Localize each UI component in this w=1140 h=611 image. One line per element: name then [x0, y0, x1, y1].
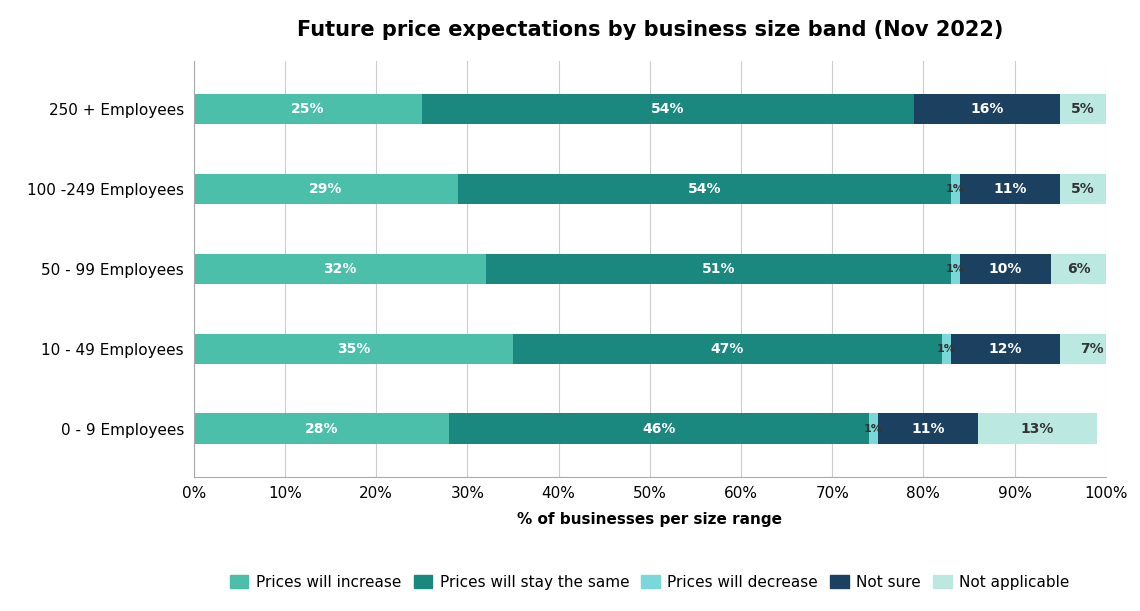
Text: 51%: 51% — [701, 262, 735, 276]
Bar — [1051, 254, 1106, 284]
Title: Future price expectations by business size band (Nov 2022): Future price expectations by business si… — [296, 20, 1003, 40]
Text: 12%: 12% — [988, 342, 1023, 356]
Text: 6%: 6% — [1067, 262, 1090, 276]
Bar — [194, 254, 486, 284]
Text: 5%: 5% — [1072, 182, 1094, 196]
Bar — [942, 334, 951, 364]
Bar — [869, 414, 878, 444]
X-axis label: % of businesses per size range: % of businesses per size range — [518, 513, 782, 527]
Text: 54%: 54% — [687, 182, 722, 196]
Bar — [513, 334, 942, 364]
Text: 35%: 35% — [336, 342, 370, 356]
Text: 1%: 1% — [937, 344, 955, 354]
Text: 46%: 46% — [642, 422, 676, 436]
Bar — [422, 94, 914, 124]
Text: 1%: 1% — [864, 423, 882, 434]
Text: 16%: 16% — [970, 102, 1004, 116]
Bar — [1060, 334, 1124, 364]
Text: 7%: 7% — [1081, 342, 1104, 356]
Text: 13%: 13% — [1020, 422, 1054, 436]
Bar — [914, 94, 1060, 124]
Bar — [1060, 174, 1106, 204]
Text: 11%: 11% — [911, 422, 945, 436]
Bar — [951, 334, 1060, 364]
Text: 32%: 32% — [323, 262, 357, 276]
Text: 47%: 47% — [710, 342, 744, 356]
Bar — [960, 174, 1060, 204]
Bar — [951, 174, 960, 204]
Bar — [1060, 94, 1106, 124]
Text: 25%: 25% — [291, 102, 325, 116]
Bar — [194, 334, 513, 364]
Bar — [951, 254, 960, 284]
Text: 5%: 5% — [1072, 102, 1094, 116]
Bar — [960, 254, 1051, 284]
Bar — [878, 414, 978, 444]
Text: 1%: 1% — [946, 264, 964, 274]
Bar — [194, 174, 458, 204]
Text: 1%: 1% — [946, 184, 964, 194]
Bar — [978, 414, 1097, 444]
Text: 29%: 29% — [309, 182, 343, 196]
Bar — [194, 414, 449, 444]
Text: 54%: 54% — [651, 102, 685, 116]
Bar — [194, 94, 422, 124]
Text: 11%: 11% — [993, 182, 1027, 196]
Legend: Prices will increase, Prices will stay the same, Prices will decrease, Not sure,: Prices will increase, Prices will stay t… — [222, 568, 1077, 598]
Text: 28%: 28% — [304, 422, 339, 436]
Bar — [486, 254, 951, 284]
Text: 10%: 10% — [988, 262, 1023, 276]
Bar — [449, 414, 869, 444]
Bar — [458, 174, 951, 204]
